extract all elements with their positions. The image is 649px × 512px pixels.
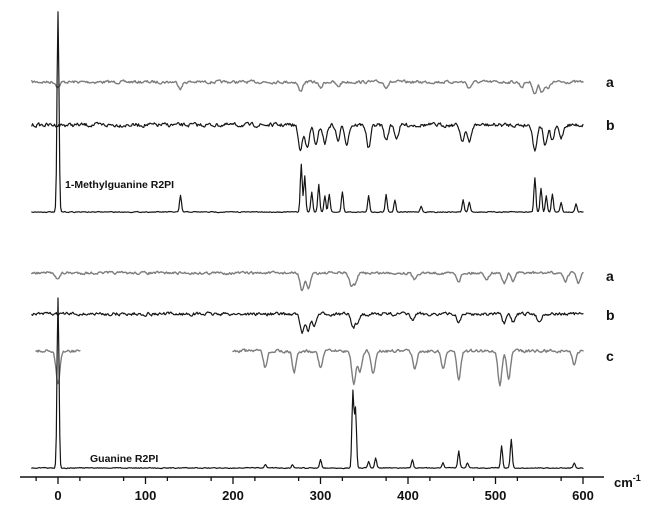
panel2-title: Guanine R2PI — [90, 453, 158, 465]
panel2-series-b-trace — [31, 311, 584, 334]
panel1-series-b-trace — [31, 121, 584, 152]
x-axis-unit-base: cm — [614, 475, 633, 490]
x-tick-label-600: 600 — [572, 488, 594, 503]
x-axis-ticks: 0 100 200 300 400 500 600 — [35, 477, 594, 503]
panel1-series-a-label: a — [606, 74, 614, 90]
panel2-series-c-segment-1-trace — [35, 349, 81, 385]
x-tick-label-0: 0 — [54, 488, 61, 503]
x-tick-label-100: 100 — [135, 488, 157, 503]
x-tick-label-500: 500 — [485, 488, 507, 503]
panel2-series-c-label: c — [606, 348, 614, 364]
x-tick-label-300: 300 — [310, 488, 332, 503]
panel1-series-a-trace — [31, 79, 584, 95]
spectra-traces — [31, 11, 584, 470]
panel2-r2pi-spectrum-trace — [31, 297, 584, 470]
x-axis-unit-superscript: -1 — [633, 473, 641, 483]
x-tick-label-400: 400 — [397, 488, 419, 503]
x-tick-label-200: 200 — [222, 488, 244, 503]
panel2-series-a-trace — [31, 270, 584, 292]
x-axis-unit-label: cm-1 — [614, 473, 641, 490]
panel1-series-b-label: b — [606, 117, 615, 133]
panel1-title: 1-Methylguanine R2PI — [65, 179, 174, 191]
panel2-series-b-label: b — [606, 307, 615, 323]
panel2-series-c-segment-2-trace — [232, 348, 584, 387]
panel2-series-a-label: a — [606, 268, 614, 284]
panel1-r2pi-spectrum-trace — [31, 11, 584, 214]
